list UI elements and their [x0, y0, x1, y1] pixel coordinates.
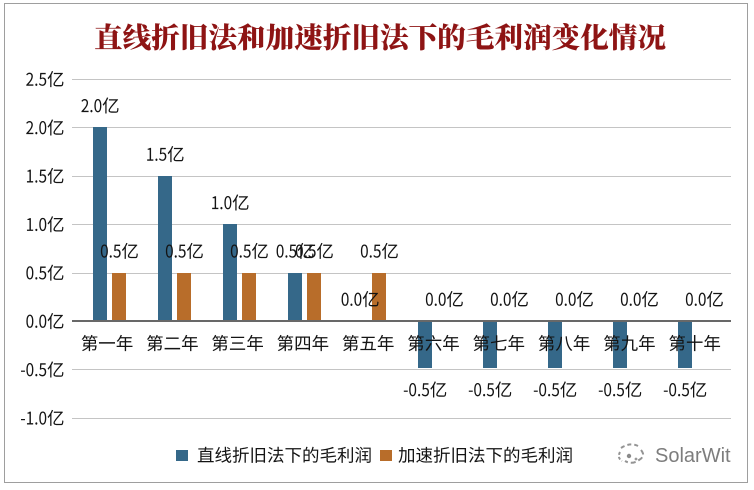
- svg-text:SolarWit: SolarWit: [655, 445, 731, 467]
